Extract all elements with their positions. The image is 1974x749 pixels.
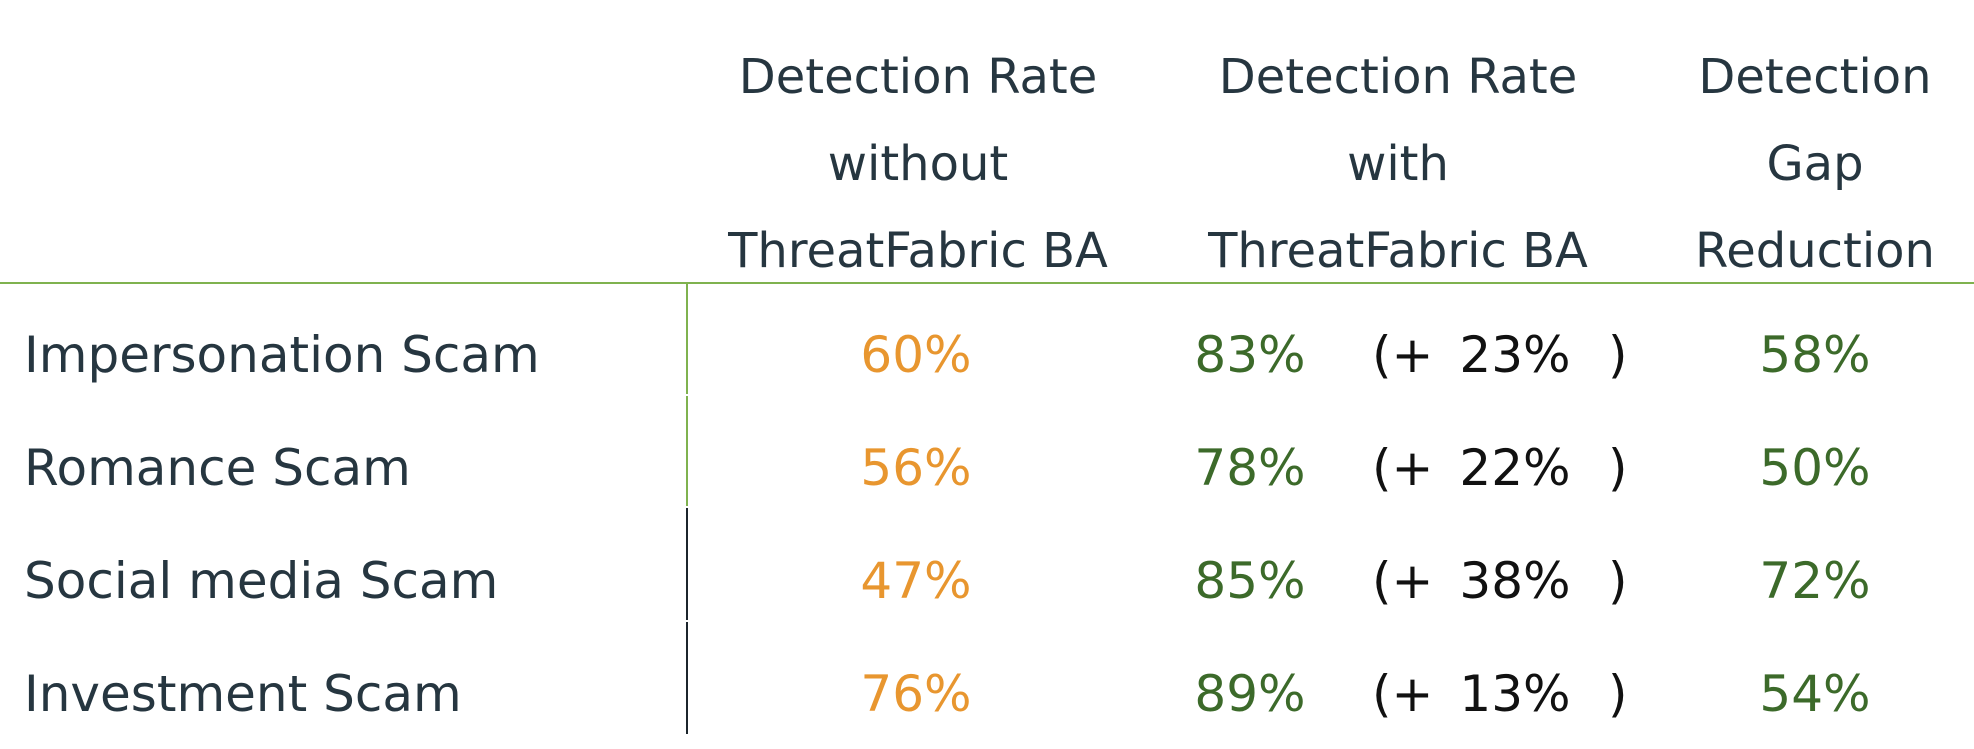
table-row: Romance Scam 56% 78% (+ 22% ) 50%	[0, 413, 1974, 523]
header-with-ba: Detection Rate with ThreatFabric BA	[1168, 34, 1628, 295]
difference-suffix: )	[1608, 552, 1628, 610]
row-category: Impersonation Scam	[24, 326, 540, 384]
gap-reduction: 58%	[1759, 326, 1871, 384]
table-row: Investment Scam 76% 89% (+ 13% ) 54%	[0, 639, 1974, 749]
difference-suffix: )	[1608, 665, 1628, 723]
column-divider	[686, 508, 688, 620]
gap-reduction: 72%	[1759, 552, 1871, 610]
rate-difference: 23%	[1459, 326, 1571, 384]
rate-with-ba: 83%	[1194, 326, 1306, 384]
difference-prefix: (+	[1372, 326, 1434, 384]
header-line: ThreatFabric BA	[1208, 223, 1588, 279]
gap-reduction: 54%	[1759, 665, 1871, 723]
header-divider	[0, 282, 1974, 284]
header-line: Detection Rate	[1218, 49, 1578, 105]
header-gap-reduction: Detection Gap Reduction	[1660, 34, 1970, 295]
header-without-ba: Detection Rate without ThreatFabric BA	[688, 34, 1148, 295]
column-divider	[686, 396, 688, 506]
difference-suffix: )	[1608, 326, 1628, 384]
header-line: Reduction	[1695, 223, 1935, 279]
row-category: Investment Scam	[24, 665, 462, 723]
header-line: Detection Rate	[738, 49, 1098, 105]
rate-difference: 22%	[1459, 439, 1571, 497]
rate-with-ba: 78%	[1194, 439, 1306, 497]
column-divider	[686, 284, 688, 394]
row-category: Social media Scam	[24, 552, 499, 610]
table-row: Impersonation Scam 60% 83% (+ 23% ) 58%	[0, 300, 1974, 410]
rate-without-ba: 76%	[860, 665, 972, 723]
rate-with-ba: 85%	[1194, 552, 1306, 610]
header-line: Detection	[1698, 49, 1932, 105]
header-line: with	[1347, 136, 1449, 192]
difference-suffix: )	[1608, 439, 1628, 497]
header-line: ThreatFabric BA	[728, 223, 1108, 279]
rate-without-ba: 60%	[860, 326, 972, 384]
rate-without-ba: 56%	[860, 439, 972, 497]
row-category: Romance Scam	[24, 439, 411, 497]
column-divider	[686, 622, 688, 734]
header-line: Gap	[1766, 136, 1864, 192]
rate-difference: 38%	[1459, 552, 1571, 610]
table-row: Social media Scam 47% 85% (+ 38% ) 72%	[0, 526, 1974, 636]
difference-prefix: (+	[1372, 439, 1434, 497]
difference-prefix: (+	[1372, 665, 1434, 723]
gap-reduction: 50%	[1759, 439, 1871, 497]
rate-difference: 13%	[1459, 665, 1571, 723]
header-line: without	[827, 136, 1009, 192]
rate-with-ba: 89%	[1194, 665, 1306, 723]
difference-prefix: (+	[1372, 552, 1434, 610]
rate-without-ba: 47%	[860, 552, 972, 610]
